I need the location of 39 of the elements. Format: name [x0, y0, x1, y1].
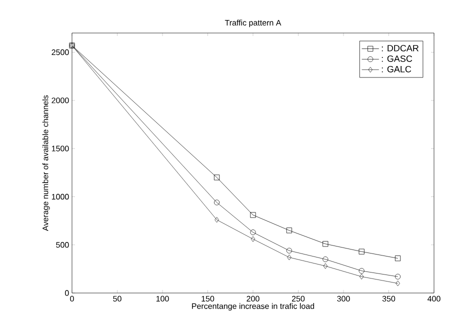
x-tick-label: 0: [70, 296, 74, 302]
point: [250, 236, 256, 242]
x-tick-label: 50: [113, 296, 122, 302]
point: [323, 263, 328, 269]
point: [359, 274, 364, 280]
point: [287, 254, 292, 260]
point: [214, 217, 219, 223]
point: [322, 256, 328, 262]
point: [286, 248, 292, 254]
x-tick-label: 350: [382, 296, 396, 302]
legend-label: : GASC: [382, 55, 412, 62]
x-tick-label: 400: [428, 296, 440, 302]
point: [322, 241, 328, 247]
point: [395, 274, 401, 280]
y-axis-title: Average number of available channels: [42, 95, 50, 231]
y-tick-label: 2500: [52, 49, 69, 56]
legend-label: : DDCAR: [382, 44, 419, 52]
legend-label: : GALC: [382, 66, 412, 72]
x-tick-label: 150: [202, 296, 214, 302]
y-tick-label: 0: [65, 290, 69, 296]
point: [250, 212, 256, 218]
x-tick-label: 100: [156, 296, 169, 302]
point: [358, 248, 364, 254]
y-tick-label: 1500: [52, 146, 69, 152]
x-tick-label: 200: [246, 296, 260, 302]
chart-title: Traffic pattern A: [224, 20, 282, 28]
y-tick-label: 1000: [52, 194, 69, 200]
y-tick-label: 500: [56, 242, 69, 248]
x-axis-title: Percentange increase in trafic load: [192, 303, 314, 311]
y-tick-label: 2000: [52, 98, 69, 104]
point: [358, 268, 364, 274]
x-tick-label: 250: [292, 296, 305, 302]
point: [395, 256, 401, 262]
point: [214, 174, 220, 180]
point: [286, 228, 292, 234]
point: [214, 200, 220, 206]
point: [250, 230, 256, 236]
point: [396, 280, 400, 286]
x-tick-label: 300: [337, 296, 350, 302]
